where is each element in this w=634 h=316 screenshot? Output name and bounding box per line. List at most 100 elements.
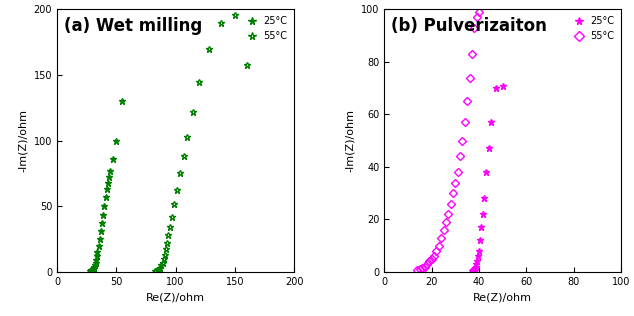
55°C	[160, 257, 167, 260]
Line: 55°C: 55°C	[152, 12, 250, 274]
25°C	[107, 169, 114, 173]
55°C	[162, 247, 170, 251]
25°C	[93, 258, 100, 262]
55°C	[430, 254, 438, 258]
55°C	[205, 47, 212, 51]
55°C	[243, 63, 250, 66]
25°C	[472, 264, 479, 268]
25°C	[476, 249, 483, 253]
25°C	[89, 268, 96, 272]
55°C	[157, 266, 164, 270]
25°C	[102, 195, 110, 199]
55°C	[456, 155, 464, 158]
Text: (b) Pulverizaiton: (b) Pulverizaiton	[391, 17, 547, 35]
55°C	[428, 257, 436, 260]
25°C	[104, 181, 112, 185]
X-axis label: Re(Z)/ohm: Re(Z)/ohm	[146, 292, 205, 302]
55°C	[458, 139, 466, 143]
25°C	[119, 99, 126, 103]
25°C	[94, 244, 102, 247]
25°C	[487, 120, 495, 124]
25°C	[105, 175, 113, 179]
25°C	[477, 225, 485, 229]
55°C	[423, 262, 430, 266]
25°C	[93, 254, 101, 258]
55°C	[449, 191, 456, 195]
55°C	[155, 267, 163, 271]
55°C	[440, 228, 448, 232]
55°C	[166, 225, 174, 229]
55°C	[173, 189, 181, 192]
25°C	[97, 229, 105, 233]
55°C	[158, 261, 166, 264]
25°C	[98, 221, 106, 225]
55°C	[190, 110, 197, 114]
25°C	[474, 259, 481, 263]
Legend: 25°C, 55°C: 25°C, 55°C	[567, 14, 616, 43]
25°C	[470, 267, 478, 271]
Y-axis label: -Im(Z)/ohm: -Im(Z)/ohm	[18, 109, 28, 172]
25°C	[479, 212, 486, 216]
55°C	[158, 263, 165, 267]
55°C	[168, 215, 176, 219]
Line: 55°C: 55°C	[415, 9, 482, 273]
55°C	[231, 13, 238, 17]
25°C	[94, 250, 101, 254]
55°C	[165, 233, 172, 237]
25°C	[92, 261, 100, 264]
55°C	[195, 80, 203, 83]
25°C	[476, 238, 484, 242]
25°C	[103, 187, 111, 191]
55°C	[176, 172, 184, 175]
55°C	[184, 135, 191, 139]
55°C	[171, 202, 178, 205]
Legend: 25°C, 55°C: 25°C, 55°C	[240, 14, 289, 43]
55°C	[421, 264, 429, 268]
55°C	[437, 236, 445, 240]
55°C	[164, 241, 171, 245]
Line: 25°C: 25°C	[87, 98, 126, 274]
Text: (a) Wet milling: (a) Wet milling	[64, 17, 202, 35]
25°C	[482, 170, 490, 174]
55°C	[468, 52, 476, 56]
25°C	[492, 86, 500, 90]
55°C	[161, 253, 169, 257]
55°C	[154, 268, 162, 272]
25°C	[87, 269, 95, 272]
25°C	[89, 267, 97, 271]
55°C	[432, 249, 440, 253]
55°C	[476, 10, 483, 14]
25°C	[91, 264, 98, 268]
Line: 25°C: 25°C	[469, 82, 506, 274]
X-axis label: Re(Z)/ohm: Re(Z)/ohm	[473, 292, 533, 302]
55°C	[416, 267, 424, 271]
55°C	[180, 155, 188, 158]
55°C	[470, 26, 478, 30]
55°C	[152, 269, 159, 273]
25°C	[96, 237, 103, 241]
55°C	[413, 269, 421, 272]
25°C	[471, 266, 479, 270]
55°C	[461, 120, 469, 124]
55°C	[454, 170, 462, 174]
55°C	[425, 259, 433, 263]
55°C	[447, 202, 455, 205]
55°C	[435, 244, 443, 247]
25°C	[100, 214, 107, 217]
55°C	[217, 21, 224, 25]
25°C	[474, 254, 482, 258]
25°C	[86, 269, 94, 273]
25°C	[91, 263, 99, 267]
25°C	[101, 204, 108, 208]
55°C	[466, 76, 474, 80]
55°C	[153, 269, 160, 272]
25°C	[112, 139, 120, 143]
55°C	[418, 266, 426, 270]
25°C	[499, 84, 507, 88]
25°C	[90, 266, 98, 270]
Y-axis label: -Im(Z)/ohm: -Im(Z)/ohm	[346, 109, 356, 172]
55°C	[442, 220, 450, 224]
25°C	[468, 269, 476, 273]
55°C	[444, 212, 452, 216]
55°C	[451, 181, 459, 185]
